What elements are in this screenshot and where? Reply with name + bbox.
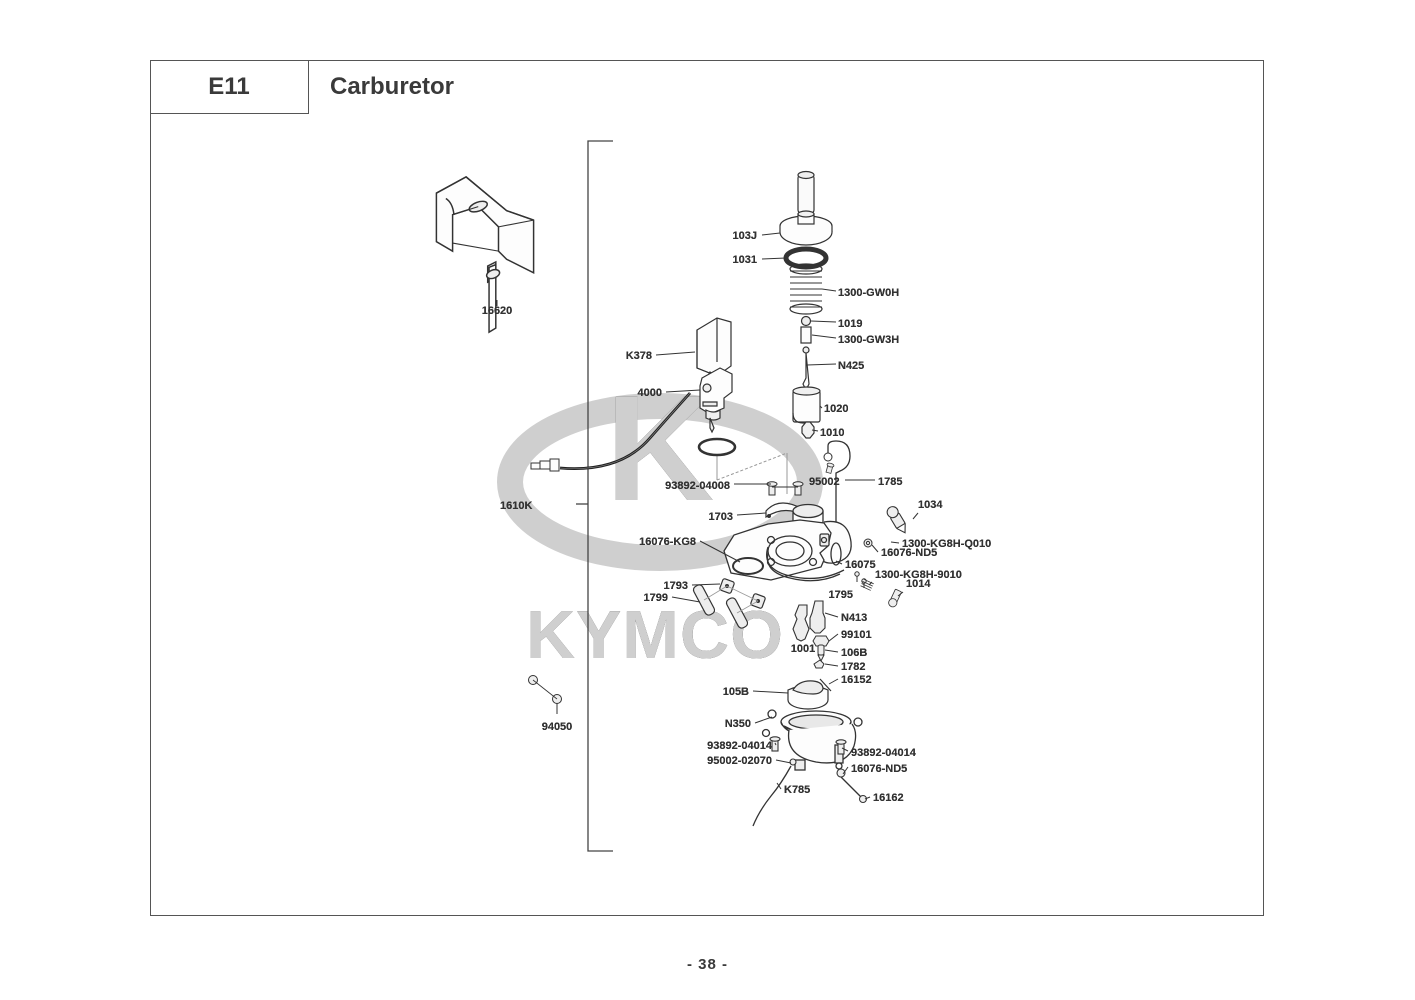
- svg-text:4000: 4000: [638, 387, 662, 399]
- svg-text:99101: 99101: [841, 629, 872, 641]
- svg-text:1010: 1010: [820, 427, 844, 439]
- svg-text:1019: 1019: [838, 318, 862, 330]
- svg-text:94050: 94050: [542, 721, 573, 733]
- svg-text:1610K: 1610K: [500, 500, 532, 512]
- svg-text:1799: 1799: [644, 592, 668, 604]
- svg-text:93892-04014: 93892-04014: [851, 747, 917, 759]
- svg-text:93892-04014: 93892-04014: [707, 740, 773, 752]
- svg-text:1782: 1782: [841, 661, 865, 673]
- svg-text:95002-02070: 95002-02070: [707, 755, 772, 767]
- svg-text:16075: 16075: [845, 559, 876, 571]
- svg-text:N425: N425: [838, 360, 864, 372]
- svg-text:1020: 1020: [824, 403, 848, 415]
- svg-text:16162: 16162: [873, 792, 904, 804]
- svg-text:1300-GW3H: 1300-GW3H: [838, 334, 899, 346]
- svg-text:105B: 105B: [723, 686, 749, 698]
- svg-text:103J: 103J: [733, 230, 757, 242]
- svg-text:16076-ND5: 16076-ND5: [851, 763, 907, 775]
- svg-text:16076-KG8: 16076-KG8: [639, 536, 696, 548]
- svg-text:K785: K785: [784, 784, 810, 796]
- svg-text:1034: 1034: [918, 499, 943, 511]
- svg-text:1793: 1793: [664, 580, 688, 592]
- svg-text:93892-04008: 93892-04008: [665, 480, 730, 492]
- svg-text:1014: 1014: [906, 578, 931, 590]
- svg-text:16152: 16152: [841, 674, 872, 686]
- svg-text:N413: N413: [841, 612, 867, 624]
- svg-text:16620: 16620: [482, 305, 513, 317]
- svg-text:1001: 1001: [791, 643, 815, 655]
- svg-text:1795: 1795: [829, 589, 853, 601]
- svg-text:N350: N350: [725, 718, 751, 730]
- svg-text:1703: 1703: [709, 511, 733, 523]
- svg-text:1300-GW0H: 1300-GW0H: [838, 287, 899, 299]
- svg-text:1031: 1031: [733, 254, 757, 266]
- svg-text:95002: 95002: [809, 476, 840, 488]
- svg-text:106B: 106B: [841, 647, 867, 659]
- svg-text:1785: 1785: [878, 476, 902, 488]
- svg-text:16076-ND5: 16076-ND5: [881, 547, 937, 559]
- svg-text:K378: K378: [626, 350, 652, 362]
